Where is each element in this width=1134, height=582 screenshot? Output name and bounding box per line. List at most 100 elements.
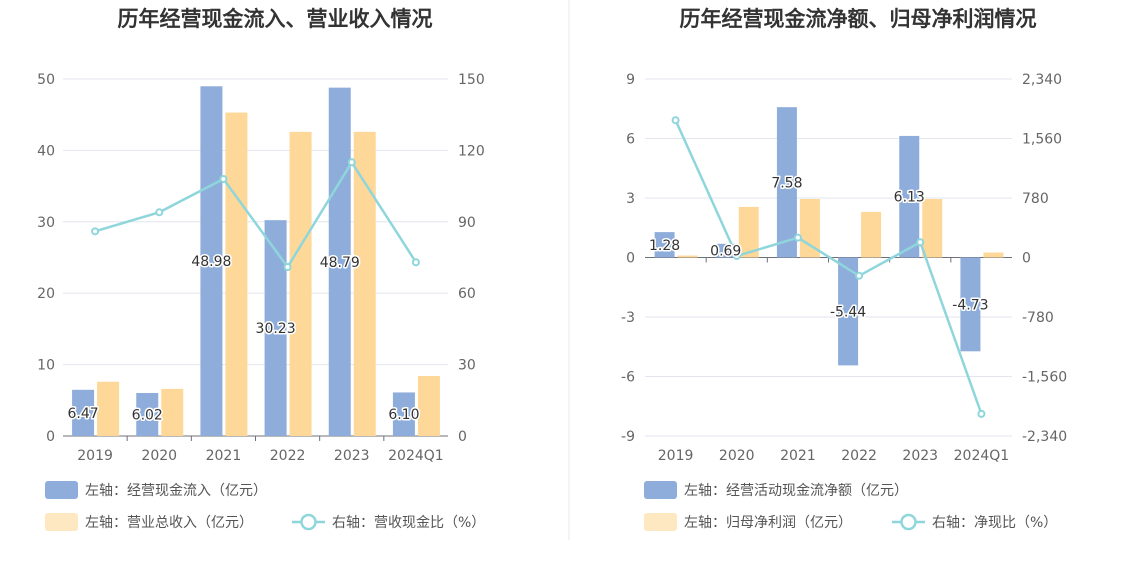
bar-secondary — [983, 252, 1004, 258]
ratio-point — [977, 409, 986, 418]
bar-secondary — [225, 112, 248, 437]
bar-primary — [899, 135, 920, 258]
ratio-point — [219, 174, 228, 183]
x-tick-label: 2022 — [270, 448, 306, 464]
x-tick-label: 2023 — [902, 448, 938, 464]
bar-primary — [264, 220, 287, 436]
y-right-tick-label: 90 — [458, 215, 476, 231]
chart-title: 历年经营现金流入、营业收入情况 — [118, 7, 433, 31]
y-left-tick-label: 9 — [626, 72, 635, 88]
y-right-tick-label: 780 — [1022, 191, 1049, 207]
bar-data-label: 6.47 — [67, 406, 98, 422]
ratio-line — [674, 119, 983, 415]
y-left-tick-label: -3 — [621, 310, 635, 326]
bar-secondary — [161, 388, 184, 436]
bar-primary — [200, 86, 223, 436]
legend-line-marker — [300, 513, 317, 531]
legend-line-marker — [900, 513, 917, 531]
bar-data-label: 1.28 — [649, 238, 680, 254]
x-tick-label: 2020 — [141, 448, 177, 464]
bar-secondary — [922, 198, 943, 258]
y-left-tick-label: -6 — [621, 370, 635, 386]
x-tick-label: 2024Q1 — [388, 448, 444, 464]
y-left-tick-label: 3 — [626, 191, 635, 207]
legend-label: 右轴：营收现金比（%） — [332, 515, 485, 531]
bar-data-label: -5.44 — [830, 304, 866, 320]
bar-data-label: 6.02 — [132, 408, 163, 424]
bar-data-label: 48.79 — [320, 255, 360, 271]
bar-secondary — [289, 131, 312, 436]
chart-title: 历年经营现金流净额、归母净利润情况 — [680, 7, 1037, 31]
bar-data-label: 48.98 — [191, 254, 231, 270]
legend-label: 左轴：归母净利润（亿元） — [684, 514, 852, 531]
bar-data-label: 6.10 — [388, 407, 419, 423]
y-right-tick-label: 2,340 — [1022, 72, 1062, 88]
y-left-tick-label: 0 — [626, 251, 635, 267]
x-tick-label: 2019 — [77, 448, 113, 464]
y-right-tick-label: 60 — [458, 286, 476, 302]
bar-secondary — [417, 376, 440, 436]
bar-primary — [654, 232, 675, 258]
ratio-line — [94, 159, 417, 270]
bar-data-label: 0.69 — [710, 244, 741, 260]
legend-label: 左轴：经营活动现金流净额（亿元） — [684, 483, 908, 499]
bar-secondary — [677, 255, 698, 258]
x-tick-label: 2021 — [206, 448, 242, 464]
y-left-tick-label: 50 — [37, 72, 55, 88]
bar-secondary — [97, 381, 120, 436]
bar-primary — [392, 392, 415, 436]
legend-swatch — [45, 513, 78, 531]
bar-secondary — [738, 206, 759, 258]
y-left-tick-label: 30 — [37, 215, 55, 231]
bar-secondary — [861, 211, 882, 258]
ratio-point — [283, 263, 292, 272]
chart-cashflow-revenue: 历年经营现金流入、营业收入情况 0 10 20 30 40 50 0 30 60 90 120 150 2… — [37, 7, 485, 531]
x-tick-label: 2022 — [841, 448, 877, 464]
x-tick-label: 2021 — [780, 448, 816, 464]
y-right-tick-label: -780 — [1022, 310, 1054, 326]
y-right-tick-label: 0 — [1022, 251, 1031, 267]
legend-swatch — [644, 513, 677, 531]
bar-data-label: -4.73 — [952, 297, 988, 313]
y-right-tick-label: 120 — [458, 143, 485, 159]
ratio-point — [855, 271, 864, 280]
ratio-point — [916, 238, 925, 247]
legend-swatch — [644, 481, 677, 499]
bar-primary — [776, 107, 797, 258]
chart-netcash-profit: 历年经营现金流净额、归母净利润情况 -9 -6 -3 0 3 6 9 -2,340 -1,560 -… — [621, 7, 1067, 531]
y-left-tick-label: 0 — [46, 429, 55, 445]
y-right-tick-label: -1,560 — [1022, 370, 1067, 386]
y-right-tick-label: 150 — [458, 72, 485, 88]
bar-primary — [72, 389, 95, 436]
x-tick-label: 2019 — [658, 448, 694, 464]
legend-swatch — [45, 481, 78, 499]
y-right-tick-label: 0 — [458, 429, 467, 445]
y-right-tick-label: 1,560 — [1022, 132, 1062, 148]
bar-data-label: 30.23 — [256, 321, 296, 337]
legend-label: 左轴：经营现金流入（亿元） — [85, 483, 267, 499]
ratio-point — [91, 227, 100, 236]
y-left-tick-label: -9 — [621, 429, 635, 445]
ratio-point — [732, 251, 741, 260]
bar-primary — [838, 257, 859, 366]
bar-primary — [960, 257, 981, 352]
bar-primary — [715, 243, 736, 258]
ratio-point — [411, 258, 420, 267]
bar-data-label: 6.13 — [894, 190, 925, 206]
ratio-point — [347, 158, 356, 167]
bar-data-label: 7.58 — [771, 175, 802, 191]
ratio-point — [155, 208, 164, 217]
bar-secondary — [353, 131, 376, 436]
y-left-tick-label: 20 — [37, 286, 55, 302]
legend-label: 右轴：净现比（%） — [932, 515, 1057, 531]
legend-label: 左轴：营业总收入（亿元） — [85, 515, 253, 531]
x-tick-label: 2020 — [719, 448, 755, 464]
bar-primary — [136, 393, 159, 436]
y-left-tick-label: 6 — [626, 132, 635, 148]
y-right-tick-label: -2,340 — [1022, 429, 1067, 445]
x-tick-label: 2023 — [334, 448, 370, 464]
y-right-tick-label: 30 — [458, 358, 476, 374]
y-left-tick-label: 40 — [37, 143, 55, 159]
x-tick-label: 2024Q1 — [954, 448, 1010, 464]
